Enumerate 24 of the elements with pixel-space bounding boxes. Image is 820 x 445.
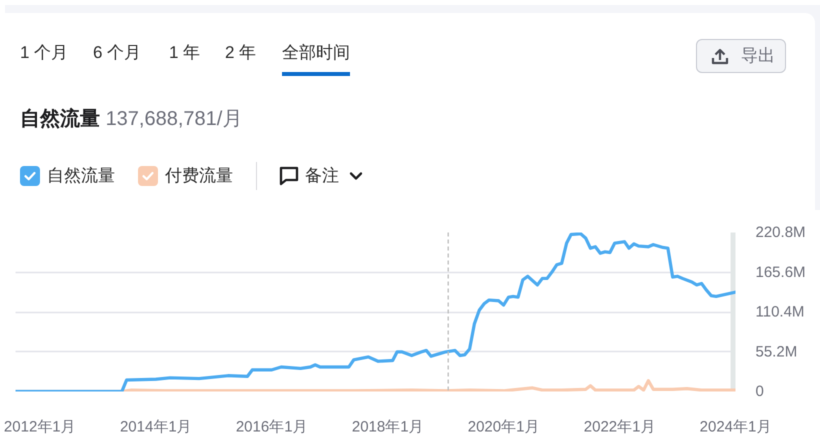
x-tick-label: 2024年1月 [700, 418, 772, 436]
x-tick-label: 2022年1月 [584, 418, 656, 436]
y-tick-label: 110.4M [756, 304, 804, 320]
text: 1 年 [169, 43, 200, 63]
y-tick-label: 0 [756, 383, 764, 400]
x-tick-label: 2020年1月 [468, 418, 540, 436]
y-tick-label: 165.6M [756, 264, 806, 281]
line-series [16, 232, 736, 392]
button: 导出 [696, 39, 786, 73]
text: 2 年 [225, 43, 256, 63]
x-tick-label: 2012年1月 [4, 418, 76, 436]
text: 备注 [305, 164, 339, 187]
chart-title: 自然流量 [20, 108, 100, 130]
text: 全部时间 [282, 43, 350, 76]
legend-label: 付费流量 [165, 164, 233, 187]
y-tick-label: 220.8M [756, 224, 806, 241]
text: 1 个月 [20, 43, 68, 63]
x-tick-label: 2014年1月 [120, 418, 192, 436]
x-tick-label: 2018年1月 [352, 418, 424, 436]
text: 6 个月 [93, 43, 142, 63]
y-tick-label: 55.2M [756, 343, 798, 360]
x-tick-label: 2016年1月 [236, 418, 308, 436]
legend-label: 自然流量 [47, 164, 115, 187]
chart-subtitle: 137,688,781/月 [106, 108, 242, 130]
